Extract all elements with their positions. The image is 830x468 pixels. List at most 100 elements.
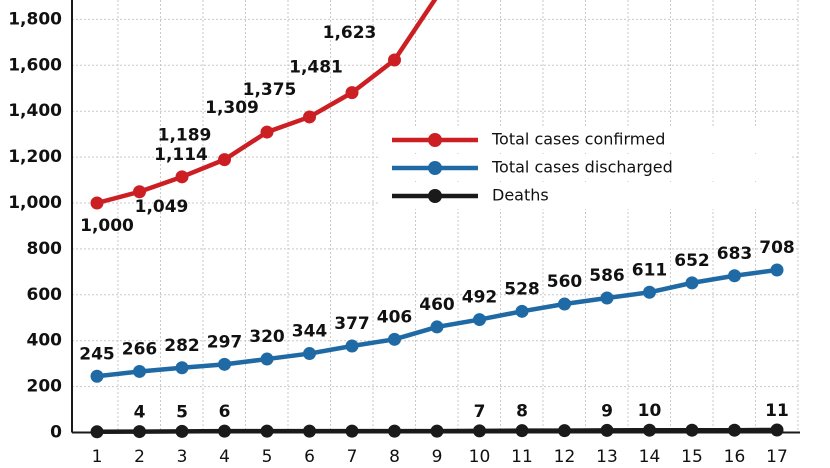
data-label-discharged: 297 [207, 332, 243, 352]
data-point-deaths [218, 424, 231, 438]
data-point-discharged [558, 297, 571, 311]
y-tick-label: 1,000 [8, 193, 62, 213]
series-deaths [90, 423, 784, 439]
x-tick-label: 16 [724, 447, 746, 467]
series-confirmed [90, 0, 438, 210]
data-point-deaths [430, 424, 444, 438]
data-label-discharged: 344 [292, 322, 328, 342]
gridlines [72, 0, 800, 433]
legend-swatch-marker [428, 189, 442, 203]
data-point-discharged [728, 269, 741, 283]
data-label-discharged: 652 [674, 251, 710, 271]
data-label-confirmed: 1,000 [80, 216, 134, 236]
data-label-discharged: 586 [589, 266, 625, 286]
x-tick-label: 17 [766, 447, 788, 467]
y-tick-label: 1,200 [8, 147, 62, 167]
data-label-confirmed: 1,049 [135, 197, 189, 217]
data-label-deaths: 11 [765, 401, 789, 421]
data-label-deaths: 4 [134, 403, 146, 423]
data-point-deaths [515, 424, 529, 438]
data-point-deaths [473, 424, 486, 438]
data-point-discharged [600, 291, 614, 305]
x-tick-label: 10 [469, 447, 491, 467]
x-tick-label: 12 [554, 447, 576, 467]
data-label-discharged: 683 [717, 244, 753, 264]
x-tick-label: 11 [511, 447, 533, 467]
x-tick-label: 4 [219, 447, 230, 467]
data-point-deaths [728, 423, 741, 437]
data-point-discharged [303, 347, 316, 361]
data-label-confirmed: 1,375 [243, 80, 297, 100]
y-tick-label: 400 [27, 331, 63, 351]
data-label-deaths: 5 [176, 402, 188, 422]
data-point-deaths [558, 424, 571, 438]
x-tick-label: 5 [262, 447, 273, 467]
legend-label: Deaths [492, 186, 549, 205]
legend-item-deaths: Deaths [380, 183, 790, 209]
data-label-discharged: 320 [249, 327, 285, 347]
data-point-deaths [345, 424, 359, 438]
data-point-deaths [600, 423, 614, 437]
legend-swatch-marker [428, 161, 442, 175]
y-tick-label: 0 [50, 423, 62, 443]
x-tick-label: 9 [432, 447, 443, 467]
legend-item-discharged: Total cases discharged [380, 155, 790, 181]
data-label-confirmed: 1,189 [158, 126, 212, 146]
data-label-discharged: 266 [122, 339, 158, 359]
data-point-confirmed [260, 125, 274, 139]
data-point-confirmed [218, 153, 231, 167]
x-tick-label: 2 [134, 447, 145, 467]
data-point-confirmed [303, 110, 316, 124]
data-label-deaths: 10 [638, 401, 662, 421]
x-tick-label: 3 [177, 447, 188, 467]
x-tick-label: 15 [681, 447, 703, 467]
data-label-deaths: 6 [219, 402, 231, 422]
data-label-discharged: 282 [164, 336, 200, 356]
y-tick-label: 200 [27, 377, 63, 397]
data-label-discharged: 560 [547, 272, 583, 292]
x-tick-label: 6 [304, 447, 315, 467]
data-label-deaths: 9 [601, 401, 613, 421]
legend-item-confirmed: Total cases confirmed [380, 127, 790, 153]
data-label-discharged: 245 [79, 344, 115, 364]
data-point-discharged [515, 304, 529, 318]
y-tick-label: 800 [27, 239, 63, 259]
data-point-deaths [643, 423, 656, 437]
data-point-discharged [643, 285, 656, 299]
data-label-confirmed: 1,114 [154, 145, 208, 165]
data-point-deaths [388, 424, 401, 438]
data-point-discharged [685, 276, 699, 290]
data-point-confirmed [133, 185, 146, 199]
data-point-deaths [90, 425, 104, 439]
y-tick-label: 1,600 [8, 55, 62, 75]
data-point-discharged [90, 369, 104, 383]
y-axis-ticks: 0 200 400 600 800 1,000 1,200 1,400 1,600 1,800 [8, 9, 62, 442]
data-label-discharged: 708 [759, 238, 795, 258]
data-label-confirmed: 1,623 [323, 23, 377, 43]
x-tick-label: 1 [92, 447, 103, 467]
data-label-discharged: 377 [334, 314, 370, 334]
data-point-discharged [473, 313, 486, 327]
data-point-discharged [175, 361, 189, 375]
x-axis-ticks: 1 2 3 4 5 6 7 8 9 10 11 12 13 14 15 16 17 [92, 447, 788, 467]
data-point-discharged [770, 263, 784, 277]
data-point-deaths [133, 425, 146, 439]
y-tick-label: 1,400 [8, 101, 62, 121]
data-point-discharged [430, 320, 444, 334]
data-point-deaths [175, 424, 189, 438]
data-label-confirmed: 1,309 [205, 98, 259, 118]
legend-label: Total cases discharged [491, 158, 673, 177]
data-point-deaths [303, 424, 316, 438]
data-point-discharged [133, 364, 146, 378]
data-point-discharged [260, 352, 274, 366]
x-tick-label: 7 [347, 447, 358, 467]
y-tick-label: 1,800 [8, 9, 62, 29]
x-tick-label: 8 [389, 447, 400, 467]
data-label-deaths: 7 [474, 402, 486, 422]
data-point-discharged [388, 332, 401, 346]
data-label-deaths: 8 [516, 402, 528, 422]
data-point-confirmed [175, 170, 189, 184]
legend: Total cases confirmed Total cases dischar… [380, 127, 790, 209]
